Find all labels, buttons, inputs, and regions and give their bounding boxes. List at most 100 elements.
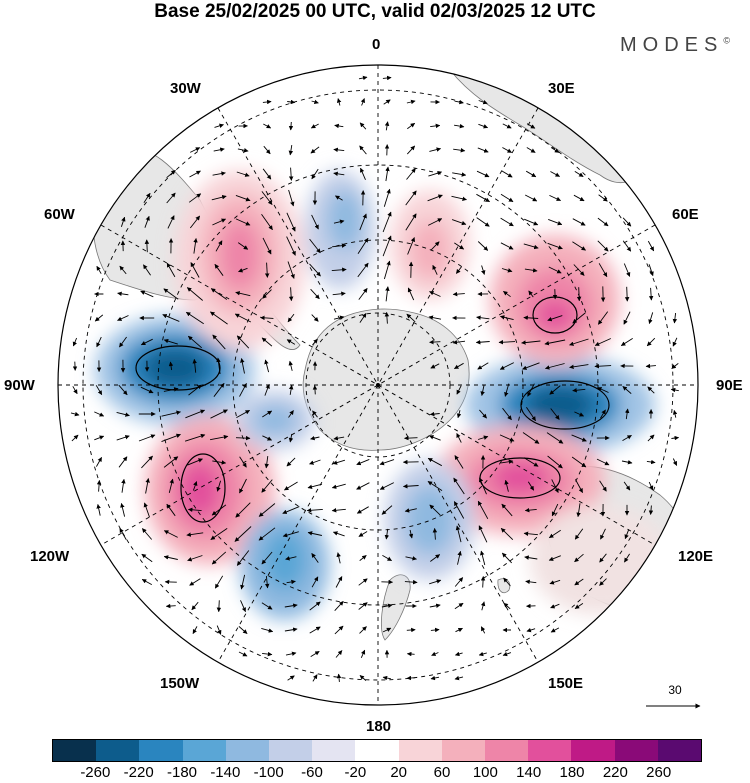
wind-vector [430,363,440,369]
wind-vector [501,268,513,273]
wind-vector [210,311,228,325]
wind-vector [383,188,391,207]
wind-vector [262,289,272,299]
wind-vector [430,123,441,129]
wind-vector [502,407,512,421]
colorbar-tick-label: 180 [559,764,585,781]
wind-vector [311,99,319,105]
wind-vector [457,550,462,565]
wind-vector [407,287,415,301]
wind-vector [549,194,562,202]
colorbar-tick-label: 220 [602,764,628,781]
wind-vector [550,408,560,420]
wind-vector [672,312,678,324]
wind-vector [430,627,440,633]
wind-vector [646,337,656,347]
wind-vector [429,579,442,585]
wind-vector [600,528,606,540]
wind-vector [453,148,466,153]
colorbar-tick-label: -20 [344,764,367,781]
wind-vector [526,627,536,633]
wind-vector [358,75,368,81]
wind-vector [427,481,443,491]
wind-vector [96,336,102,348]
wind-vector [145,478,150,494]
wind-vector [189,215,201,229]
wind-vector [620,338,633,346]
wind-vector [360,167,366,180]
colorbar-swatch [528,740,572,761]
wind-vector [573,264,585,276]
wind-vector [384,311,390,324]
lon-label-120e: 120E [678,548,714,565]
wind-vector [672,409,678,418]
wind-vector [166,169,176,179]
wind-vector [600,409,606,419]
colorbar-swatch [614,740,658,761]
wind-vector [261,551,273,565]
wind-vector [117,291,129,297]
colorbar-swatch [657,740,702,761]
wind-vector [672,458,678,466]
wind-vector [503,577,511,587]
wind-vector [476,170,490,178]
wind-vector [404,579,418,585]
wind-vector [258,503,276,517]
wind-vector [234,526,252,542]
wind-vector [235,194,251,202]
colorbar-tick-label: 20 [390,764,407,781]
wind-vector [161,410,181,417]
wind-vector [264,383,270,396]
wind-vector [550,627,560,633]
wind-vector [168,478,174,494]
wind-vector [647,434,655,442]
wind-vector [576,287,582,302]
wind-vector [548,218,563,226]
wind-vector [333,219,345,224]
wind-vector [116,411,130,417]
wind-vector [477,362,489,370]
wind-vector [356,506,369,514]
wind-vector [288,384,294,395]
wind-vector [406,313,416,323]
wind-vector [480,601,486,611]
wind-vector [456,432,462,443]
lon-label-180: 180 [366,718,392,735]
wind-vector [192,481,198,491]
wind-vector [428,170,443,177]
colorbar-swatch [96,740,140,761]
wind-vector [523,531,538,536]
wind-vector [331,508,346,513]
wind-vector [287,675,295,681]
wind-vector [118,384,128,396]
wind-vector [287,261,295,279]
wind-vector [549,579,561,585]
wind-vector [359,122,367,130]
wind-vector [623,311,631,325]
wind-vector [262,651,273,657]
wind-vector [479,409,487,419]
wind-vector [216,625,222,635]
wind-vector [312,674,318,682]
wind-vector [476,217,490,227]
wind-vector [523,315,539,321]
wind-vector [572,312,586,324]
wind-vector [309,601,321,611]
wind-vector [621,459,633,465]
wind-vector [117,315,129,321]
wind-vector [96,503,101,516]
wind-vector [500,217,514,227]
lon-label-60e: 60E [672,206,699,223]
wind-vector [360,649,366,658]
wind-vector [332,531,345,537]
lon-label-90e: 90E [716,377,743,394]
wind-vector [429,147,442,152]
wind-vector [214,123,224,128]
wind-vector [571,434,587,442]
wind-vector [574,171,584,177]
wind-vector [648,481,654,491]
wind-vector [547,455,563,469]
wind-vector [309,238,321,254]
wind-vector [480,626,486,634]
wind-vector [406,651,415,657]
